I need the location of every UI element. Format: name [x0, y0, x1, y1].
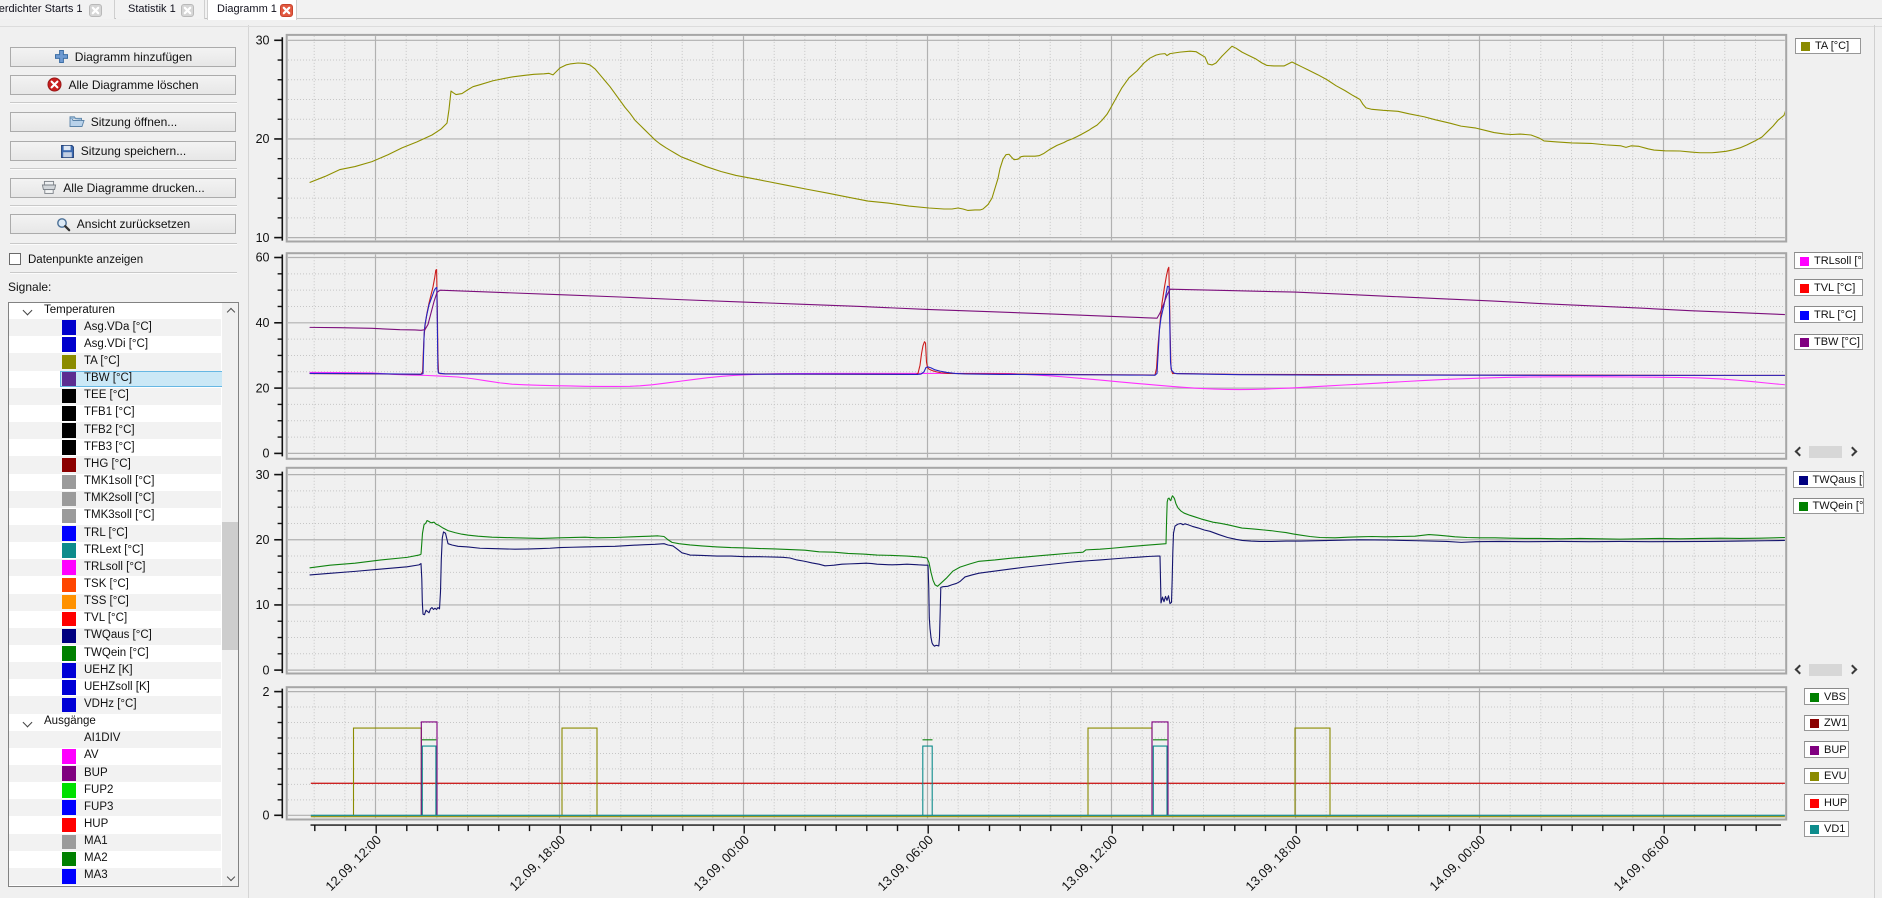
- svg-text:20: 20: [256, 381, 270, 395]
- svg-text:30: 30: [256, 34, 270, 48]
- svg-text:10: 10: [256, 231, 270, 245]
- svg-text:14.09, 00:00: 14.09, 00:00: [1426, 832, 1488, 894]
- svg-text:20: 20: [256, 132, 270, 146]
- svg-text:60: 60: [256, 251, 270, 265]
- svg-text:0: 0: [263, 809, 270, 823]
- svg-text:13.09, 06:00: 13.09, 06:00: [874, 832, 936, 894]
- svg-text:13.09, 18:00: 13.09, 18:00: [1242, 832, 1304, 894]
- svg-text:0: 0: [263, 663, 270, 677]
- svg-text:12.09, 18:00: 12.09, 18:00: [506, 832, 568, 894]
- svg-text:12.09, 12:00: 12.09, 12:00: [322, 832, 384, 894]
- svg-text:2: 2: [263, 685, 270, 699]
- svg-text:13.09, 00:00: 13.09, 00:00: [690, 832, 752, 894]
- svg-text:0: 0: [263, 447, 270, 461]
- svg-text:10: 10: [256, 598, 270, 612]
- svg-text:20: 20: [256, 533, 270, 547]
- svg-text:14.09, 06:00: 14.09, 06:00: [1610, 832, 1672, 894]
- svg-text:13.09, 12:00: 13.09, 12:00: [1058, 832, 1120, 894]
- svg-text:30: 30: [256, 468, 270, 482]
- svg-text:40: 40: [256, 316, 270, 330]
